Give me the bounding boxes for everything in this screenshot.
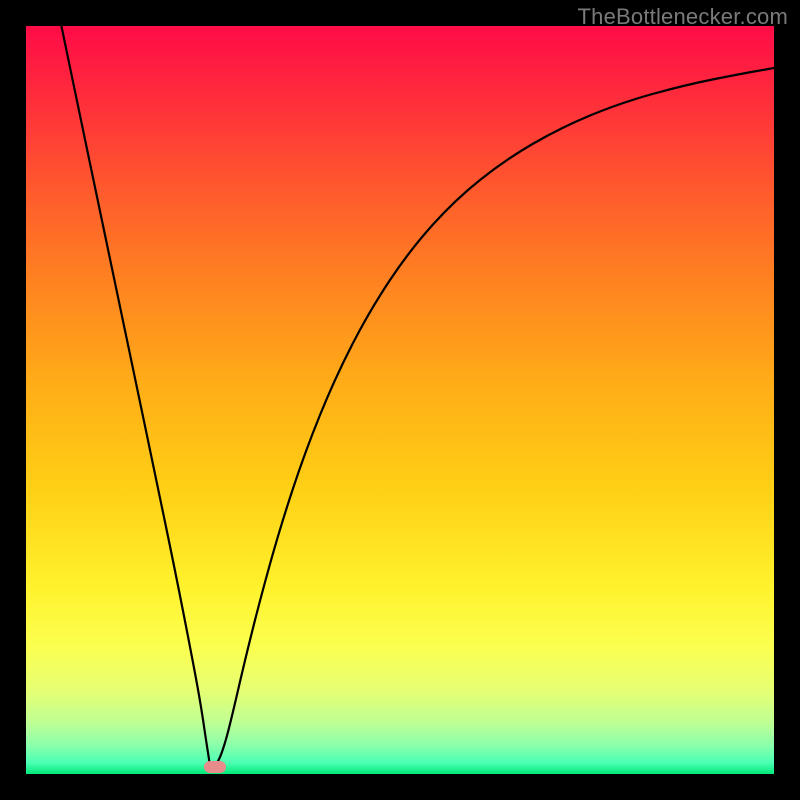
bottleneck-chart: [0, 0, 800, 800]
minimum-marker: [204, 761, 226, 773]
watermark-text: TheBottlenecker.com: [578, 4, 788, 30]
chart-container: { "watermark": { "text": "TheBottlenecke…: [0, 0, 800, 800]
